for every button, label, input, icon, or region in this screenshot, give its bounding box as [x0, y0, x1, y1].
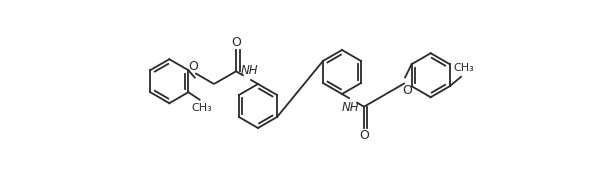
Text: NH: NH — [240, 64, 258, 77]
Text: O: O — [231, 36, 241, 49]
Text: O: O — [189, 60, 198, 73]
Text: O: O — [359, 129, 369, 142]
Text: NH: NH — [342, 101, 360, 114]
Text: O: O — [402, 84, 412, 97]
Text: CH₃: CH₃ — [191, 103, 212, 113]
Text: CH₃: CH₃ — [453, 63, 474, 73]
